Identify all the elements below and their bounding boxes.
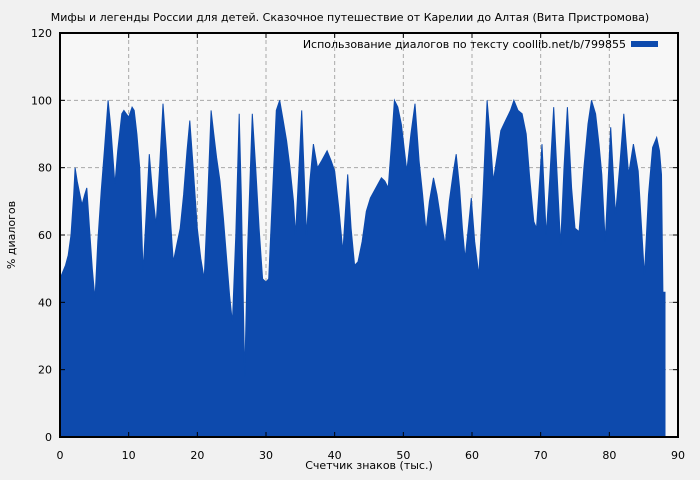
legend-label: Использование диалогов по тексту coollib… <box>303 38 626 51</box>
y-tick-labels: 0 20 40 60 80 100 120 <box>31 27 52 444</box>
y-axis-label: % диалогов <box>5 201 18 269</box>
x-tick-labels: 0 10 20 30 40 50 60 70 80 90 <box>57 449 686 462</box>
series-area <box>59 98 666 438</box>
y-tick-label: 40 <box>38 296 52 309</box>
x-tick-label: 50 <box>396 449 410 462</box>
x-tick-label: 60 <box>465 449 479 462</box>
y-tick-label: 100 <box>31 94 52 107</box>
y-tick-label: 20 <box>38 364 52 377</box>
data-area <box>59 98 666 438</box>
x-tick-label: 40 <box>328 449 342 462</box>
x-tick-label: 20 <box>190 449 204 462</box>
x-tick-label: 90 <box>671 449 685 462</box>
x-tick-label: 80 <box>602 449 616 462</box>
x-tick-label: 0 <box>57 449 64 462</box>
y-tick-label: 60 <box>38 229 52 242</box>
x-tick-label: 70 <box>534 449 548 462</box>
x-tick-label: 30 <box>259 449 273 462</box>
y-tick-label: 0 <box>45 431 52 444</box>
x-axis-label: Счетчик знаков (тыс.) <box>305 459 433 472</box>
chart-title: Мифы и легенды России для детей. Сказочн… <box>51 11 649 24</box>
x-tick-label: 10 <box>122 449 136 462</box>
y-tick-label: 80 <box>38 162 52 175</box>
y-tick-label: 120 <box>31 27 52 40</box>
axis-ticks <box>59 32 679 438</box>
